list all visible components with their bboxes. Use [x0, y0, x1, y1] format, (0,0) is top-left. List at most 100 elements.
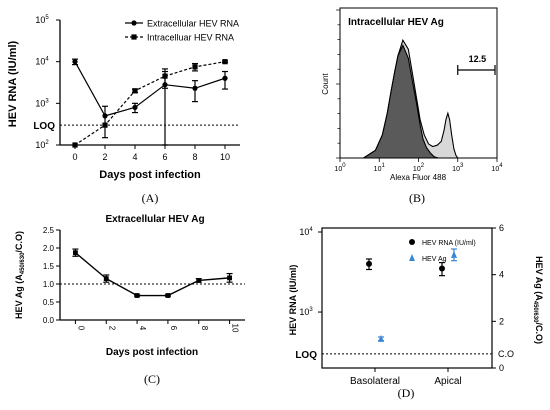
panel-b-x-tick-label: 100 [334, 163, 346, 173]
panel-c-y-tick-label: 0.0 [43, 316, 55, 325]
panel-a-y-tick-label-exp: 2 [45, 140, 49, 146]
panel-d-left-tick-label: 103 [299, 307, 313, 317]
panel-c-point [227, 275, 232, 281]
panel-a: HEV RNA (IU/ml) Days post infection 1021… [7, 15, 240, 205]
panel-b-x-tick-label-exp: 0 [342, 163, 346, 169]
panel-a-y-tick-label-base: 10 [35, 98, 45, 108]
panel-d-ylabel-right: HEV Ag (A450/630/C.O) [532, 256, 544, 344]
panel-d: HEV RNA (IU/ml) HEV Ag (A450/630/C.O) 10… [288, 223, 544, 400]
panel-b-x-tick-label: 102 [413, 163, 425, 173]
panel-a-point [222, 59, 228, 65]
panel-c-x-tick-label: 10 [231, 324, 240, 333]
panel-b-x-tick-label: 103 [452, 163, 464, 173]
panel-b-x-tick-label-base: 10 [374, 166, 382, 173]
panel-a-y-tick-label-exp: 3 [45, 98, 49, 104]
panel-c-point [103, 276, 109, 281]
panel-c-x-tick-label: 2 [107, 326, 116, 331]
panel-d-point [451, 250, 457, 258]
panel-a-x-tick-label: 4 [132, 152, 137, 162]
panel-b-x-tick-label-base: 10 [452, 166, 460, 173]
panel-b-x-tick-label-exp: 4 [499, 163, 503, 169]
panel-d-co-label: C.O [498, 349, 514, 359]
panel-a-point [222, 75, 228, 81]
panel-b-x-tick-label: 101 [374, 163, 386, 173]
panel-d-legend-marker [409, 254, 415, 261]
panel-d-left-tick-label-base: 10 [299, 307, 309, 317]
panel-b-x-tick-label: 104 [491, 163, 503, 173]
panel-d-ylabel-right-main: HEV Ag (A [534, 256, 544, 301]
panel-c-point [196, 278, 202, 283]
panel-d-left-tick-label: 104 [299, 227, 313, 237]
panel-c-y-tick-label: 1.5 [43, 262, 55, 271]
panel-a-ylabel: HEV RNA (IU/ml) [7, 40, 19, 127]
panel-d-ylabel-left: HEV RNA (IU/ml) [288, 265, 298, 336]
panel-c-ylabel-main: HEV Ag (A [14, 274, 24, 319]
panel-d-frame [321, 227, 493, 369]
panel-b-x-tick-label-exp: 2 [421, 163, 425, 169]
panel-a-legend-marker [131, 34, 137, 40]
panel-a-x-tick-label: 6 [162, 152, 167, 162]
panel-d-category-label: Apical [434, 376, 461, 387]
panel-b-caption: (B) [409, 191, 425, 205]
panel-c-y-tick-label: 2.5 [43, 226, 55, 235]
panel-a-y-tick-label: 104 [35, 57, 49, 67]
panel-c-y-tick-label: 0.5 [43, 298, 55, 307]
panel-b-title: Intracellular HEV Ag [348, 17, 444, 28]
panel-c-ylabel-tail: /C.O) [14, 231, 24, 253]
panel-a-series-line [74, 61, 226, 146]
panel-a-point [132, 88, 138, 94]
panel-d-caption: (D) [398, 386, 415, 400]
panel-b-x-tick-label-exp: 1 [381, 163, 385, 169]
panel-a-legend-label: Intracelluar HEV RNA [147, 33, 234, 43]
panel-b-gate-label: 12.5 [469, 54, 487, 64]
panel-d-right-tick-label: 6 [499, 223, 504, 233]
panel-a-point [162, 73, 168, 79]
panel-c-point [134, 293, 140, 298]
panel-a-caption: (A) [142, 191, 159, 205]
panel-a-loq-label: LOQ [33, 121, 55, 132]
panel-a-point [192, 64, 198, 70]
panel-c-x-tick-label: 6 [169, 326, 178, 331]
panel-b: Intracellular HEV Ag Count Alexa Fluor 4… [321, 7, 503, 205]
panel-d-left-tick-label-base: 10 [299, 227, 309, 237]
panel-b-xlabel: Alexa Fluor 488 [390, 173, 447, 182]
panel-a-point [72, 59, 78, 65]
panel-d-left-tick-label-exp: 3 [309, 307, 313, 313]
panel-c: Extracellular HEV Ag HEV Ag (A450/630/C.… [14, 214, 245, 386]
panel-a-point [72, 142, 78, 148]
panel-c-point [73, 250, 78, 256]
panel-d-legend-marker [409, 239, 415, 245]
panel-b-x-tick-label-exp: 3 [460, 163, 464, 169]
panel-d-legend-label: HEV RNA (IU/ml) [422, 240, 476, 247]
panel-a-x-tick-label: 0 [72, 152, 77, 162]
panel-b-histogram-control [361, 44, 439, 159]
panel-a-y-tick-label-base: 10 [35, 140, 45, 150]
panel-c-xlabel: Days post infection [106, 347, 198, 358]
panel-d-point [366, 260, 372, 267]
panel-c-title: Extracellular HEV Ag [105, 214, 204, 225]
panel-a-y-tick-label: 102 [35, 140, 49, 150]
panel-a-legend-label: Extracellular HEV RNA [147, 19, 239, 29]
panel-a-y-tick-label-base: 10 [35, 15, 45, 25]
panel-a-y-tick-label: 103 [35, 98, 49, 108]
panel-d-ylabel-right-sub: 450/630 [532, 301, 538, 323]
panel-a-point [132, 104, 138, 110]
panel-d-legend-label: HEV Ag [422, 256, 447, 263]
panel-a-series-line [74, 61, 226, 117]
panel-c-y-tick-label: 1.0 [43, 280, 55, 289]
panel-c-x-tick-label: 0 [76, 326, 85, 331]
panel-c-y-tick-label: 2.0 [43, 244, 55, 253]
panel-a-xlabel: Days post infection [99, 169, 201, 181]
panel-b-x-tick-label-base: 10 [413, 166, 421, 173]
panel-c-ylabel: HEV Ag (A450/630/C.O) [14, 231, 26, 319]
panel-a-y-tick-label-exp: 5 [45, 15, 49, 21]
panel-d-left-tick-label-exp: 4 [309, 227, 313, 233]
panel-c-x-tick-label: 4 [138, 326, 147, 331]
panel-a-point [192, 85, 198, 91]
panel-c-series-line [74, 252, 230, 297]
panel-d-point [378, 334, 384, 342]
panel-a-y-tick-label-exp: 4 [45, 57, 49, 63]
panel-a-x-tick-label: 2 [102, 152, 107, 162]
panel-a-point [102, 113, 108, 119]
